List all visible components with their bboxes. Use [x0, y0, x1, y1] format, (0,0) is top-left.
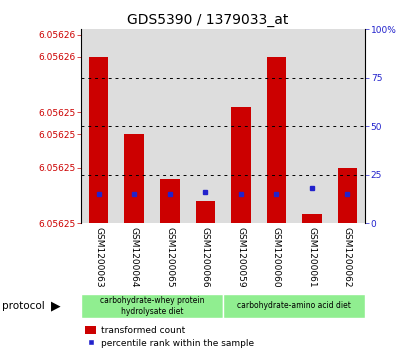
- Bar: [231, 107, 251, 223]
- Bar: [195, 201, 215, 223]
- Bar: [302, 215, 322, 223]
- Text: GSM1200063: GSM1200063: [94, 227, 103, 288]
- Bar: [152, 29, 188, 223]
- Bar: [89, 57, 108, 223]
- Bar: [294, 29, 330, 223]
- FancyBboxPatch shape: [223, 294, 365, 318]
- Bar: [266, 57, 286, 223]
- Bar: [81, 29, 117, 223]
- Bar: [259, 29, 294, 223]
- Text: GSM1200064: GSM1200064: [130, 227, 139, 287]
- Text: GSM1200062: GSM1200062: [343, 227, 352, 287]
- Bar: [223, 29, 259, 223]
- Text: GSM1200066: GSM1200066: [201, 227, 210, 288]
- Text: GSM1200059: GSM1200059: [236, 227, 245, 288]
- Text: GSM1200060: GSM1200060: [272, 227, 281, 288]
- Bar: [117, 29, 152, 223]
- Text: GSM1200065: GSM1200065: [165, 227, 174, 288]
- Text: carbohydrate-amino acid diet: carbohydrate-amino acid diet: [237, 301, 351, 310]
- Text: GSM1200061: GSM1200061: [308, 227, 316, 288]
- FancyBboxPatch shape: [81, 294, 223, 318]
- Text: protocol: protocol: [2, 301, 45, 311]
- Bar: [330, 29, 365, 223]
- Text: ▶: ▶: [51, 299, 61, 312]
- Bar: [338, 168, 357, 223]
- Bar: [124, 134, 144, 223]
- Text: carbohydrate-whey protein
hydrolysate diet: carbohydrate-whey protein hydrolysate di…: [100, 296, 204, 316]
- Bar: [160, 179, 180, 223]
- Text: GDS5390 / 1379033_at: GDS5390 / 1379033_at: [127, 13, 288, 27]
- Legend: transformed count, percentile rank within the sample: transformed count, percentile rank withi…: [85, 326, 254, 348]
- Bar: [188, 29, 223, 223]
